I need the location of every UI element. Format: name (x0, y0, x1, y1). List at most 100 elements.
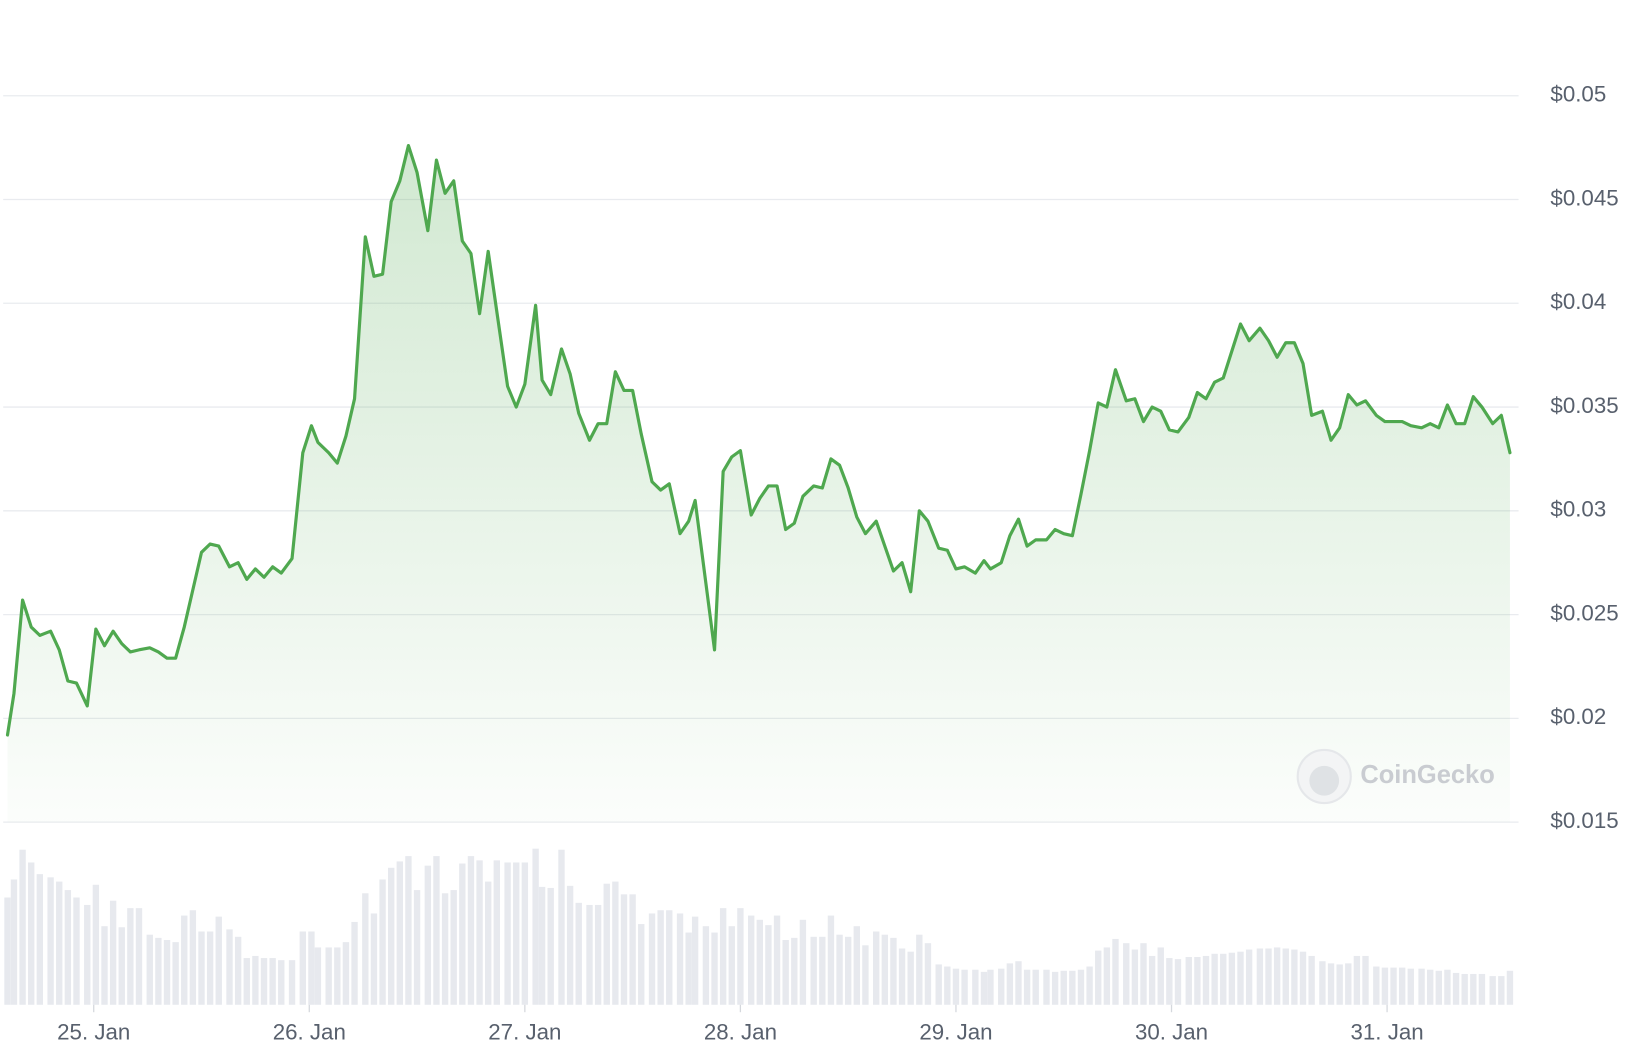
volume-bar (163, 939, 171, 1005)
volume-bar (944, 966, 951, 1005)
volume-bar (586, 904, 593, 1005)
volume-bar (657, 910, 664, 1005)
volume-bar (1140, 943, 1147, 1005)
volume-bar (1308, 955, 1315, 1005)
volume-bar (810, 936, 817, 1005)
volume-bar (1435, 970, 1442, 1005)
price-area-fill (7, 145, 1510, 823)
volume-bar (1166, 958, 1173, 1005)
volume-bar (84, 904, 91, 1005)
volume-bar (206, 931, 214, 1005)
volume-bar (362, 893, 369, 1005)
x-tick-label: 28. Jan (704, 1019, 777, 1040)
volume-bar (638, 924, 645, 1005)
volume-bar (1194, 956, 1201, 1005)
y-tick-label: $0.015 (1550, 808, 1618, 833)
watermark: CoinGecko (1296, 748, 1495, 805)
volume-bar (836, 934, 843, 1005)
volume-bar (791, 937, 798, 1005)
volume-bar (594, 904, 602, 1005)
volume-bar (924, 943, 932, 1005)
volume-bar (575, 902, 582, 1005)
volume-bar (252, 955, 259, 1005)
volume-bar (1353, 955, 1361, 1005)
volume-bar (873, 931, 880, 1005)
volume-bars (4, 848, 1514, 1005)
x-tick-label: 25. Jan (57, 1019, 130, 1040)
volume-bar (308, 931, 315, 1005)
price-line (5, 143, 1512, 737)
volume-bar (1077, 969, 1085, 1005)
x-tick-label: 26. Jan (273, 1019, 346, 1040)
volume-bar (1398, 967, 1406, 1005)
volume-bar (28, 862, 35, 1005)
volume-bar (1336, 964, 1343, 1005)
volume-bar (441, 893, 449, 1005)
volume-bar (773, 915, 781, 1005)
volume-bar (278, 960, 285, 1005)
volume-bar (1157, 947, 1164, 1005)
volume-bar (648, 913, 656, 1005)
volume-bar (146, 934, 153, 1005)
volume-bar (1131, 949, 1139, 1005)
volume-bar (819, 936, 826, 1005)
volume-bar (198, 931, 205, 1005)
volume-bar (299, 931, 306, 1005)
volume-bar (504, 862, 511, 1005)
volume-bar (952, 968, 960, 1005)
volume-bar (1032, 969, 1039, 1005)
volume-bar (987, 969, 994, 1005)
volume-bar (980, 971, 988, 1005)
volume-bar (1043, 969, 1050, 1005)
x-tick-label: 30. Jan (1135, 1019, 1208, 1040)
volume-bar (685, 932, 692, 1005)
volume-bar (1282, 948, 1289, 1005)
volume-bar (127, 908, 134, 1005)
volume-bar (532, 848, 539, 1005)
volume-bar (1015, 961, 1022, 1005)
volume-bar (493, 860, 501, 1005)
volume-bar (1211, 953, 1218, 1005)
volume-bar (1470, 973, 1477, 1005)
x-tick-label: 29. Jan (919, 1019, 992, 1040)
volume-bar (1023, 969, 1031, 1005)
volume-bar (1006, 963, 1014, 1005)
volume-bar (405, 856, 412, 1005)
volume-bar (388, 867, 395, 1005)
y-tick-label: $0.03 (1550, 497, 1606, 522)
volume-bar (189, 910, 197, 1005)
volume-bar (485, 881, 492, 1005)
volume-bar (73, 897, 80, 1005)
volume-bar (19, 849, 26, 1005)
volume-bar (47, 877, 54, 1005)
volume-bar (215, 916, 222, 1005)
volume-bar (1498, 976, 1505, 1005)
volume-bar (629, 894, 636, 1005)
volume-bar (10, 879, 18, 1005)
volume-bar (269, 958, 276, 1005)
volume-bar (1418, 968, 1425, 1005)
volume-bar (907, 951, 914, 1005)
volume-bar (1174, 959, 1182, 1005)
volume-bar (1273, 947, 1281, 1005)
volume-bar (1245, 949, 1253, 1005)
volume-bar (342, 942, 350, 1005)
x-tick-label: 31. Jan (1351, 1019, 1424, 1040)
volume-bar (424, 865, 432, 1005)
volume-bar (396, 861, 404, 1005)
volume-bar (1112, 938, 1119, 1005)
watermark-text: CoinGecko (1360, 761, 1494, 789)
volume-bar (728, 926, 735, 1005)
volume-bar (538, 886, 546, 1005)
volume-bar (1345, 963, 1352, 1005)
watermark-logo-inner (1309, 765, 1340, 796)
volume-bar (260, 958, 268, 1005)
volume-bar (413, 890, 421, 1005)
volume-bar (118, 927, 125, 1005)
volume-bar (1291, 949, 1298, 1005)
volume-bar (1237, 951, 1244, 1005)
volume-bar (756, 919, 763, 1005)
y-tick-label: $0.025 (1550, 600, 1618, 625)
volume-bar (1362, 955, 1369, 1005)
y-tick-label: $0.05 (1550, 82, 1606, 107)
